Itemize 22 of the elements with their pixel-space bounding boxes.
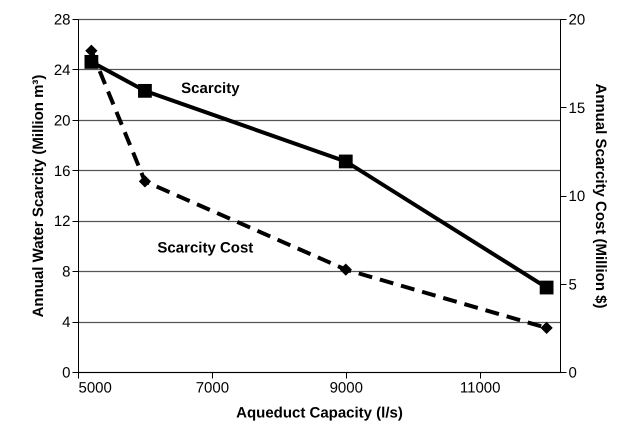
y-tick-label: 12 xyxy=(54,213,70,230)
y-tick-label: 20 xyxy=(54,112,70,130)
y2-tick-label: 15 xyxy=(568,100,586,117)
y2-axis-title: Annual Scarcity Cost (Million $) xyxy=(592,83,610,309)
y-tick-label: 4 xyxy=(62,314,70,332)
y2-tick-label: 10 xyxy=(568,188,586,205)
series-label: Scarcity xyxy=(181,80,240,98)
y-axis-title: Annual Water Scarcity (Million m³) xyxy=(30,74,47,318)
x-axis-title: Aqueduct Capacity (l/s) xyxy=(236,404,403,422)
y2-tick-label: 20 xyxy=(568,12,586,28)
y-tick-label: 24 xyxy=(54,62,70,79)
y-tick-label: 0 xyxy=(62,364,70,382)
y-tick-label: 28 xyxy=(54,12,70,28)
y2-tick-label: 0 xyxy=(568,364,577,382)
x-tick-label: 7000 xyxy=(196,380,230,396)
y-tick-label: 16 xyxy=(54,162,70,180)
y2-tick-label: 5 xyxy=(568,276,577,294)
x-tick-label: 11000 xyxy=(460,380,500,396)
x-tick-label: 9000 xyxy=(330,380,363,396)
x-tick-label: 5000 xyxy=(78,380,112,396)
series-label: Scarcity Cost xyxy=(157,240,254,257)
y-tick-label: 8 xyxy=(62,264,70,281)
